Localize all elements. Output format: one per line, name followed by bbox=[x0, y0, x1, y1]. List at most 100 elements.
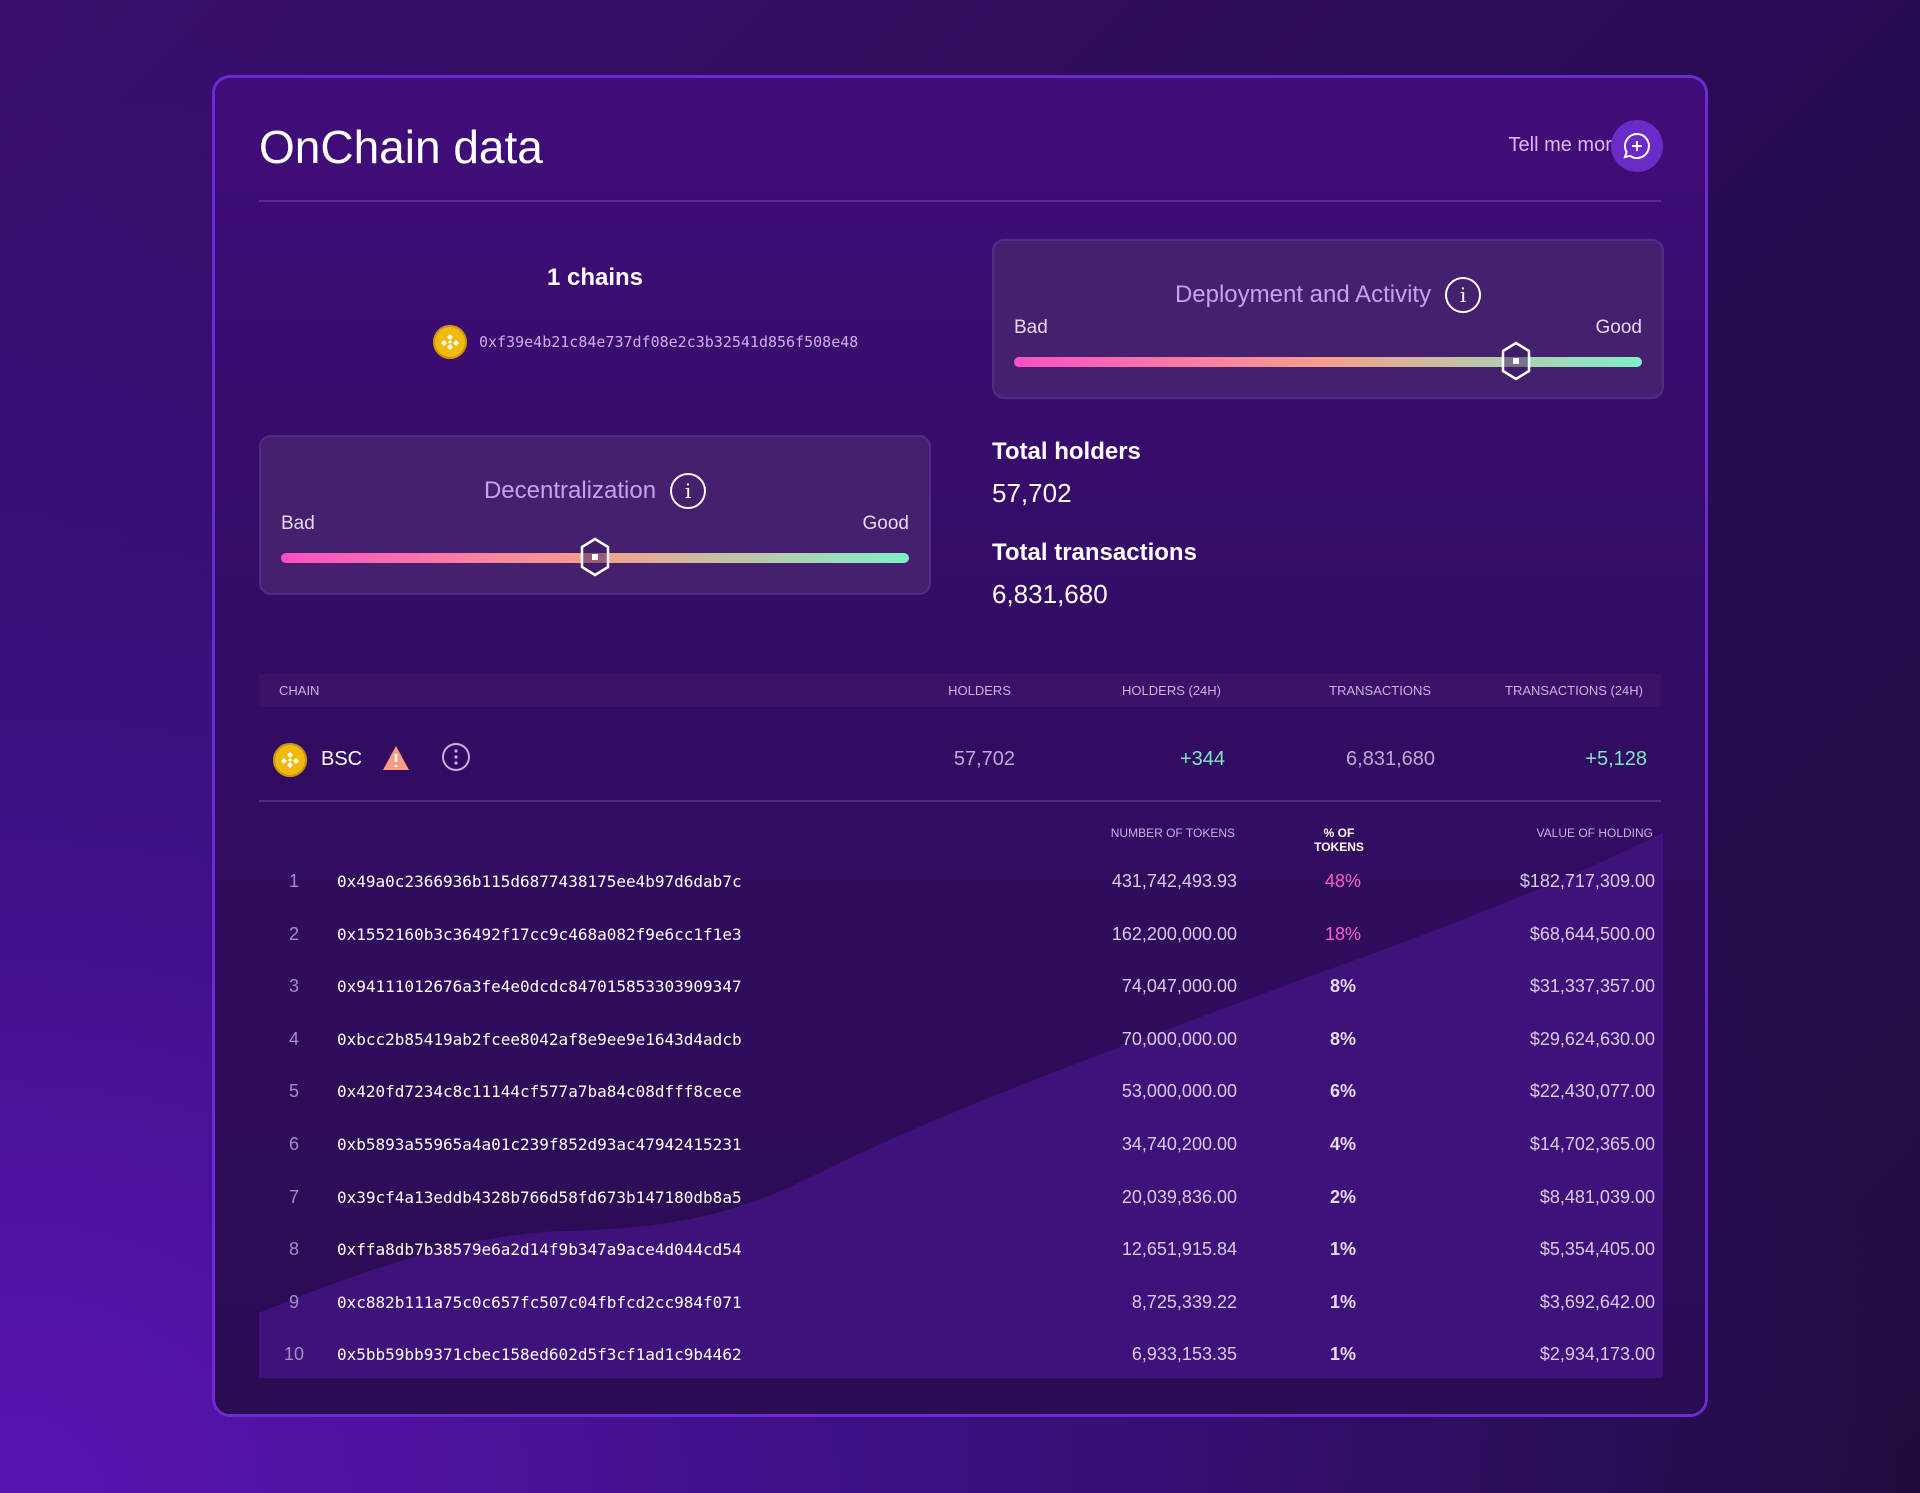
value-of-holding: $14,702,365.00 bbox=[1529, 1134, 1655, 1154]
bad-label: Bad bbox=[281, 513, 315, 534]
holder-address[interactable]: 0x94111012676a3fe4e0dcdc8470158533039093… bbox=[337, 977, 742, 997]
number-of-tokens: 70,000,000.00 bbox=[1121, 1028, 1237, 1049]
holder-address[interactable]: 0x39cf4a13eddb4328b766d58fd673b147180db8… bbox=[337, 1187, 742, 1207]
holder-row[interactable]: 1 0x49a0c2366936b115d6877438175ee4b97d6d… bbox=[259, 861, 1663, 901]
deployment-activity-score: Deployment and Activity i Bad Good bbox=[992, 239, 1664, 399]
score-track bbox=[1014, 341, 1642, 381]
good-label: Good bbox=[1595, 317, 1642, 338]
chain-table-header: CHAIN HOLDERS HOLDERS (24H) TRANSACTIONS… bbox=[259, 674, 1661, 707]
rank: 4 bbox=[288, 1028, 299, 1049]
percent-of-tokens: 6% bbox=[1329, 1081, 1356, 1102]
holder-row[interactable]: 6 0xb5893a55965a4a01c239f852d93ac4794241… bbox=[259, 1124, 1663, 1164]
decentralization-title: Decentralization bbox=[483, 477, 657, 504]
total-holders-label: Total holders bbox=[992, 438, 1141, 465]
holder-row[interactable]: 9 0xc882b111a75c0c657fc507c04fbfcd2cc984… bbox=[259, 1282, 1663, 1322]
chat-plus-icon bbox=[1623, 132, 1650, 159]
row-divider bbox=[259, 800, 1661, 802]
warning-icon[interactable] bbox=[381, 744, 411, 772]
number-of-tokens: 74,047,000.00 bbox=[1121, 976, 1237, 997]
transactions-value: 6,831,680 bbox=[1346, 748, 1435, 770]
contract-address[interactable]: 0xf39e4b21c84e737df08e2c3b32541d856f508e… bbox=[433, 325, 858, 359]
number-of-tokens: 12,651,915.84 bbox=[1121, 1239, 1237, 1260]
number-of-tokens: 6,933,153.35 bbox=[1131, 1344, 1237, 1365]
value-of-holding: $68,644,500.00 bbox=[1529, 923, 1655, 944]
percent-of-tokens: 18% bbox=[1324, 923, 1362, 944]
chains-count: 1 chains bbox=[546, 264, 644, 291]
percent-of-tokens: 1% bbox=[1329, 1239, 1356, 1260]
good-label: Good bbox=[862, 513, 909, 534]
holder-address[interactable]: 0xc882b111a75c0c657fc507c04fbfcd2cc984f0… bbox=[337, 1292, 742, 1312]
value-of-holding: $8,481,039.00 bbox=[1539, 1186, 1655, 1207]
contract-address-text: 0xf39e4b21c84e737df08e2c3b32541d856f508e… bbox=[479, 333, 859, 351]
value-of-holding: $5,354,405.00 bbox=[1539, 1239, 1655, 1260]
col-holders-24h: HOLDERS (24H) bbox=[1122, 683, 1221, 698]
header-divider bbox=[259, 200, 1661, 202]
page-title: OnChain data bbox=[259, 121, 543, 173]
number-of-tokens: 34,740,200.00 bbox=[1121, 1134, 1237, 1154]
info-icon[interactable]: i bbox=[670, 473, 707, 509]
onchain-data-card: OnChain data Tell me more 1 chains 0xf39… bbox=[212, 75, 1708, 1417]
col-percent-of-tokens[interactable]: % OF TOKENS bbox=[1314, 826, 1364, 854]
value-of-holding: $29,624,630.00 bbox=[1529, 1028, 1655, 1049]
number-of-tokens: 162,200,000.00 bbox=[1111, 923, 1237, 944]
value-of-holding: $2,934,173.00 bbox=[1539, 1344, 1655, 1365]
percent-of-tokens: 2% bbox=[1329, 1186, 1356, 1207]
percent-of-tokens: 48% bbox=[1324, 871, 1362, 891]
col-chain: CHAIN bbox=[279, 683, 320, 698]
chain-name: BSC bbox=[321, 748, 363, 770]
holder-row[interactable]: 7 0x39cf4a13eddb4328b766d58fd673b147180d… bbox=[259, 1177, 1663, 1217]
holder-row[interactable]: 3 0x94111012676a3fe4e0dcdc84701585330390… bbox=[259, 966, 1663, 1006]
more-options-icon[interactable] bbox=[441, 742, 471, 772]
percent-of-tokens: 1% bbox=[1329, 1344, 1356, 1365]
rank: 7 bbox=[288, 1186, 299, 1207]
score-knob-hexagon-icon bbox=[1502, 341, 1531, 381]
holder-address[interactable]: 0x1552160b3c36492f17cc9c468a082f9e6cc1f1… bbox=[337, 924, 742, 944]
holder-address[interactable]: 0x420fd7234c8c11144cf577a7ba84c08dfff8ce… bbox=[337, 1082, 742, 1102]
info-icon[interactable]: i bbox=[1445, 277, 1482, 313]
rank: 3 bbox=[288, 976, 299, 997]
col-value-of-holding: VALUE OF HOLDING bbox=[1536, 826, 1653, 840]
value-of-holding: $182,717,309.00 bbox=[1519, 871, 1655, 891]
col-transactions: TRANSACTIONS bbox=[1329, 683, 1431, 698]
number-of-tokens: 20,039,836.00 bbox=[1121, 1186, 1237, 1207]
col-transactions-24h: TRANSACTIONS (24H) bbox=[1505, 683, 1643, 698]
holder-address[interactable]: 0x5bb59bb9371cbec158ed602d5f3cf1ad1c9b44… bbox=[337, 1345, 742, 1365]
total-holders-value: 57,702 bbox=[992, 478, 1072, 508]
tell-me-more-button[interactable] bbox=[1611, 120, 1663, 172]
tell-me-more-label[interactable]: Tell me more bbox=[1508, 134, 1623, 156]
decentralization-score: Decentralization i Bad Good bbox=[259, 435, 931, 595]
bnb-coin-icon bbox=[433, 325, 467, 359]
rank: 5 bbox=[288, 1081, 299, 1102]
holder-row[interactable]: 2 0x1552160b3c36492f17cc9c468a082f9e6cc1… bbox=[259, 914, 1663, 954]
holder-address[interactable]: 0xffa8db7b38579e6a2d14f9b347a9ace4d044cd… bbox=[337, 1240, 742, 1260]
holder-address[interactable]: 0x49a0c2366936b115d6877438175ee4b97d6dab… bbox=[337, 872, 742, 891]
percent-of-tokens: 8% bbox=[1329, 976, 1356, 997]
percent-of-tokens: 1% bbox=[1329, 1291, 1356, 1312]
col-number-of-tokens: NUMBER OF TOKENS bbox=[1110, 826, 1235, 840]
number-of-tokens: 431,742,493.93 bbox=[1111, 871, 1237, 891]
holder-distribution-area bbox=[259, 833, 1663, 1378]
percent-of-tokens: 4% bbox=[1329, 1134, 1356, 1154]
holder-address[interactable]: 0xbcc2b85419ab2fcee8042af8e9ee9e1643d4ad… bbox=[337, 1029, 742, 1049]
holder-address[interactable]: 0xb5893a55965a4a01c239f852d93ac479424152… bbox=[337, 1135, 742, 1154]
holders-24h-value: +344 bbox=[1179, 748, 1225, 770]
number-of-tokens: 8,725,339.22 bbox=[1131, 1291, 1237, 1312]
value-of-holding: $22,430,077.00 bbox=[1529, 1081, 1655, 1102]
holder-row[interactable]: 5 0x420fd7234c8c11144cf577a7ba84c08dfff8… bbox=[259, 1071, 1663, 1111]
holder-row[interactable]: 8 0xffa8db7b38579e6a2d14f9b347a9ace4d044… bbox=[259, 1229, 1663, 1269]
col-holders: HOLDERS bbox=[948, 683, 1011, 698]
score-knob-hexagon-icon bbox=[580, 537, 610, 577]
bad-label: Bad bbox=[1014, 317, 1048, 338]
holders-value: 57,702 bbox=[953, 748, 1015, 770]
bnb-coin-icon bbox=[273, 743, 307, 777]
holder-row[interactable]: 10 0x5bb59bb9371cbec158ed602d5f3cf1ad1c9… bbox=[259, 1334, 1663, 1374]
chain-row[interactable]: BSC 57,702 +344 6,831,680 +5,128 bbox=[259, 734, 1661, 786]
value-of-holding: $31,337,357.00 bbox=[1529, 976, 1655, 997]
rank: 6 bbox=[288, 1134, 299, 1154]
rank: 1 bbox=[288, 871, 299, 891]
holder-row[interactable]: 4 0xbcc2b85419ab2fcee8042af8e9ee9e1643d4… bbox=[259, 1019, 1663, 1059]
value-of-holding: $3,692,642.00 bbox=[1539, 1291, 1655, 1312]
total-transactions-label: Total transactions bbox=[992, 539, 1197, 566]
number-of-tokens: 53,000,000.00 bbox=[1121, 1081, 1237, 1102]
total-transactions-value: 6,831,680 bbox=[992, 579, 1108, 609]
